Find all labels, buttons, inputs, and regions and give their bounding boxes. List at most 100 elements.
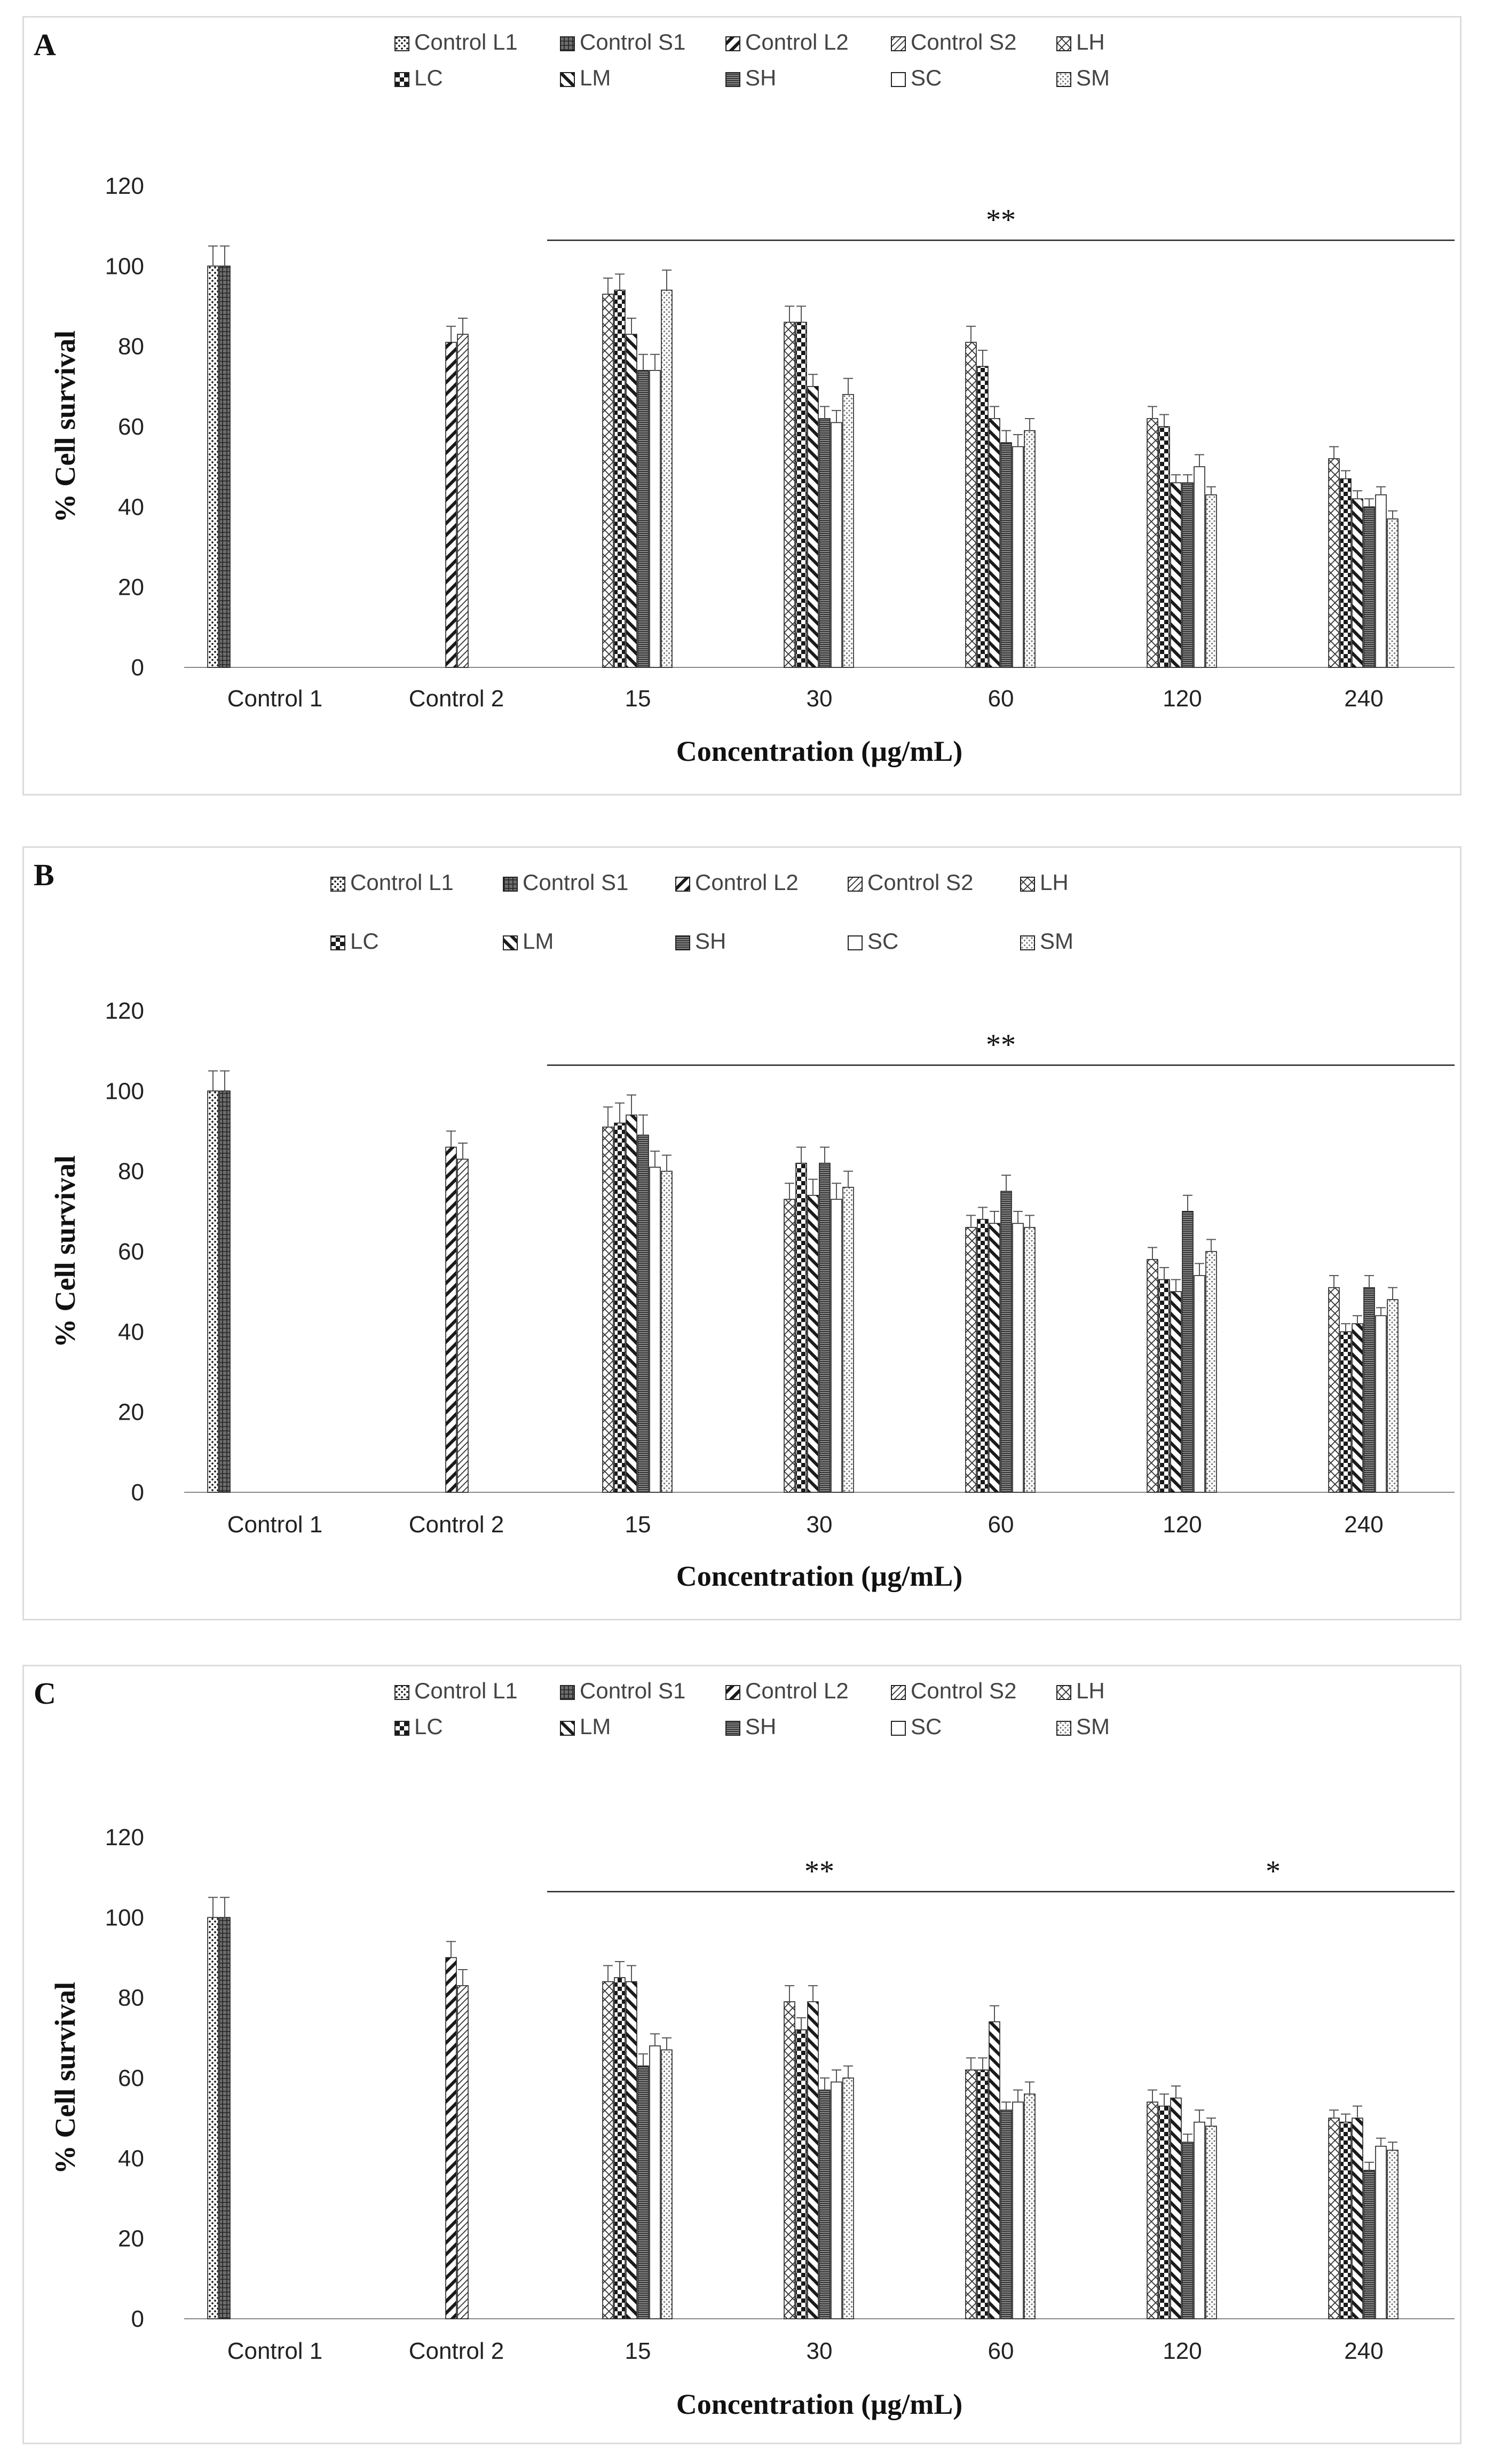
chart-panel-c: C Control L1 Control S1 Control L2 Control S… <box>22 1665 1462 2444</box>
bar <box>842 2077 854 2319</box>
legend-swatch <box>891 1685 906 1700</box>
x-category-label: 30 <box>807 1512 833 1538</box>
bar <box>784 321 795 668</box>
bar <box>457 1985 469 2319</box>
bar-chart-b: B Control L1 Control S1 Control L2 Control S… <box>34 857 1455 1592</box>
x-category-label: 240 <box>1344 1512 1383 1538</box>
y-tick-label: 100 <box>105 1078 144 1104</box>
bar <box>219 1917 231 2319</box>
y-tick-label: 60 <box>118 2065 144 2091</box>
legend-swatch <box>1056 1685 1071 1700</box>
bar-chart-a: A Control L1 Control S1 Control L2 Control S… <box>34 27 1455 767</box>
bar <box>1387 2150 1399 2319</box>
bar <box>661 289 673 668</box>
x-category-label: 15 <box>625 2338 651 2364</box>
x-category-label: 120 <box>1163 2338 1202 2364</box>
bar <box>614 1122 626 1493</box>
bar <box>831 422 842 668</box>
legend-label: LH <box>1076 1678 1105 1703</box>
legend-label: Control L2 <box>745 29 849 54</box>
y-tick-label: 0 <box>131 1479 144 1506</box>
bar <box>1387 1299 1399 1493</box>
bar <box>207 1917 219 2319</box>
bar <box>989 2021 1000 2319</box>
bar <box>1363 2170 1375 2319</box>
bar <box>1194 2121 1205 2319</box>
bar <box>602 294 614 668</box>
bar <box>1170 482 1182 668</box>
bar <box>1363 1287 1375 1493</box>
bar <box>661 1170 673 1493</box>
bar <box>602 1127 614 1493</box>
bar <box>977 366 989 668</box>
legend-swatch <box>675 935 690 950</box>
legend-swatch <box>1056 36 1071 51</box>
legend-swatch <box>394 72 409 87</box>
legend-swatch <box>560 1685 575 1700</box>
legend-label: SM <box>1076 65 1110 90</box>
legend-swatch <box>1020 877 1035 892</box>
legend-label: Control S1 <box>523 870 628 895</box>
legend-swatch <box>725 72 740 87</box>
bar <box>807 2001 819 2319</box>
y-tick-label: 60 <box>118 1239 144 1265</box>
legend-label: Control L1 <box>414 29 518 54</box>
legend-label: LM <box>523 928 554 954</box>
bar <box>1352 2117 1363 2319</box>
y-tick-label: 0 <box>131 655 144 681</box>
bar <box>795 321 807 668</box>
y-tick-label: 60 <box>118 414 144 440</box>
bar <box>1147 1259 1158 1493</box>
bar <box>1194 466 1205 668</box>
y-tick-label: 80 <box>118 1159 144 1185</box>
x-category-label: 120 <box>1163 1512 1202 1538</box>
bar <box>831 1199 842 1493</box>
bar <box>819 1162 831 1493</box>
bar <box>1328 2117 1340 2319</box>
legend-label: LH <box>1040 870 1069 895</box>
bar-chart-c: C Control L1 Control S1 Control L2 Control S… <box>34 1676 1455 2420</box>
bar <box>219 1090 231 1493</box>
x-category-label: 240 <box>1344 2338 1383 2364</box>
x-category-label: Control 1 <box>227 2338 323 2364</box>
y-tick-label: 40 <box>118 494 144 520</box>
bar <box>784 1199 795 1493</box>
bar <box>457 334 469 668</box>
bar <box>649 2045 661 2319</box>
legend-label: SC <box>867 928 898 954</box>
x-category-label: Control 2 <box>409 2338 504 2364</box>
y-tick-label: 100 <box>105 1904 144 1931</box>
bar <box>977 2069 989 2319</box>
bar <box>207 1090 219 1493</box>
y-tick-label: 0 <box>131 2306 144 2332</box>
bar <box>445 1957 457 2319</box>
legend-swatch <box>1020 935 1035 950</box>
bar <box>614 1977 626 2319</box>
bar <box>1328 1287 1340 1493</box>
x-axis-title: Concentration (µg/mL) <box>676 1560 963 1592</box>
y-axis-title: % Cell survival <box>49 330 81 523</box>
legend-label: Control S2 <box>911 29 1016 54</box>
x-category-label: 15 <box>625 1512 651 1538</box>
legend-swatch <box>891 36 906 51</box>
legend-label: SM <box>1040 928 1073 954</box>
y-tick-label: 120 <box>105 173 144 199</box>
bar <box>1147 2101 1158 2319</box>
bar <box>1375 2145 1387 2319</box>
bar <box>1363 506 1375 668</box>
x-category-label: 30 <box>807 2338 833 2364</box>
bar <box>649 1167 661 1493</box>
bar <box>1340 1331 1352 1493</box>
legend-label: LM <box>580 65 611 90</box>
x-category-label: 240 <box>1344 686 1383 712</box>
x-category-label: 30 <box>807 686 833 712</box>
bar <box>445 342 457 668</box>
bar <box>977 1219 989 1493</box>
bar <box>965 342 977 668</box>
legend-label: SM <box>1076 1714 1110 1739</box>
bar <box>1158 426 1170 668</box>
legend-swatch <box>560 36 575 51</box>
x-category-label: Control 1 <box>227 686 323 712</box>
bar <box>1205 1251 1217 1493</box>
bar <box>649 369 661 668</box>
